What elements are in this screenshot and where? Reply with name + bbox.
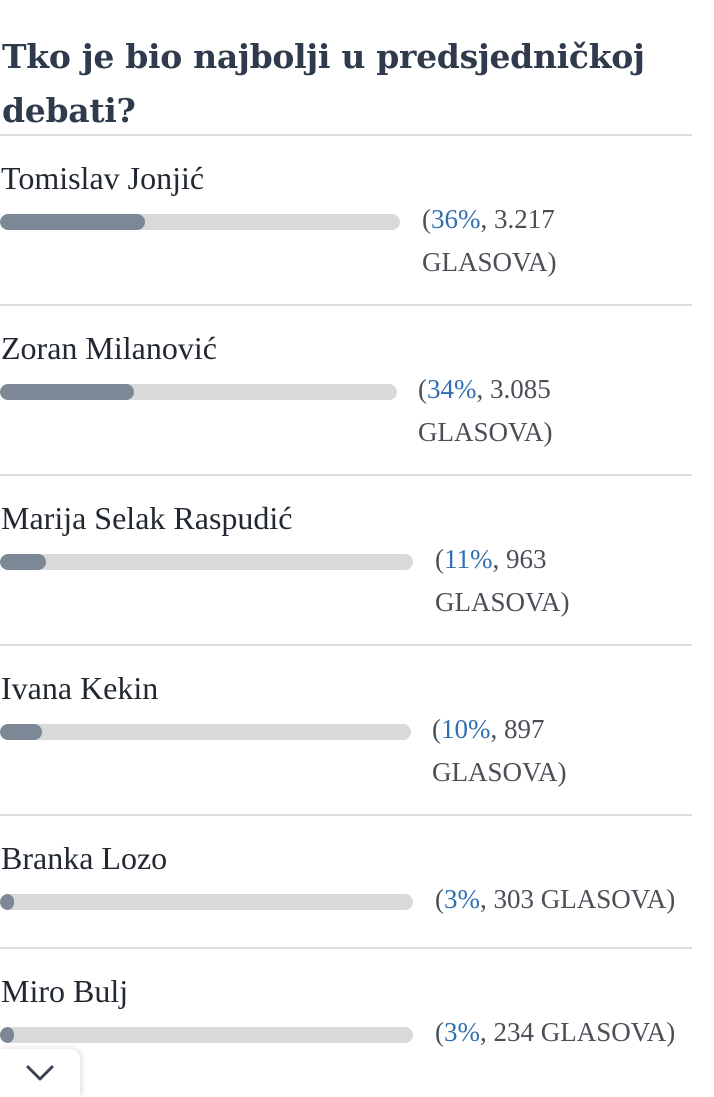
percent-label: 3% [444, 1017, 480, 1047]
option-name: Miro Bulj [1, 973, 129, 1009]
result-text: (3%, 234 GLASOVA) [435, 1011, 714, 1054]
option-name: Ivana Kekin [1, 670, 159, 706]
result-bar-track [0, 384, 397, 400]
result-bar-fill [0, 384, 134, 400]
option-name: Zoran Milanović [1, 330, 217, 366]
votes-unit: GLASOVA) [418, 417, 553, 447]
votes-count: , 897 [490, 714, 545, 744]
result-text: (10%, 897 GLASOVA) [432, 708, 602, 794]
votes-unit: GLASOVA) [422, 247, 557, 277]
option-name: Branka Lozo [1, 840, 168, 876]
poll-title: Tko je bio najbolji u predsjedničkoj deb… [2, 37, 645, 130]
open-paren: ( [435, 1017, 444, 1047]
poll-option-marija-selak-raspudic[interactable]: Marija Selak Raspudić (11%, 963 GLASOVA) [0, 474, 692, 644]
result-bar-fill [0, 554, 46, 570]
result-bar-fill [0, 214, 145, 230]
votes-count: , 303 GLASOVA) [480, 884, 676, 914]
open-paren: ( [435, 544, 444, 574]
open-paren: ( [432, 714, 441, 744]
votes-unit: GLASOVA) [435, 587, 570, 617]
chevron-down-icon [26, 1065, 54, 1081]
poll-widget: Tko je bio najbolji u predsjedničkoj deb… [0, 37, 692, 1080]
result-text: (3%, 303 GLASOVA) [435, 878, 714, 921]
result-text: (34%, 3.085 GLASOVA) [418, 368, 588, 454]
result-bar-track [0, 1027, 413, 1043]
poll-option-branka-lozo[interactable]: Branka Lozo (3%, 303 GLASOVA) [0, 814, 692, 947]
result-text: (36%, 3.217 GLASOVA) [422, 198, 592, 284]
result-bar-track [0, 724, 411, 740]
result-bar-track [0, 554, 413, 570]
votes-unit: GLASOVA) [432, 757, 567, 787]
result-text: (11%, 963 GLASOVA) [435, 538, 605, 624]
result-bar-track [0, 894, 413, 910]
option-name: Marija Selak Raspudić [1, 500, 293, 536]
poll-option-tomislav-jonjic[interactable]: Tomislav Jonjić (36%, 3.217 GLASOVA) [0, 134, 692, 304]
open-paren: ( [435, 884, 444, 914]
percent-label: 11% [444, 544, 493, 574]
open-paren: ( [418, 374, 427, 404]
percent-label: 36% [431, 204, 481, 234]
option-name: Tomislav Jonjić [1, 160, 205, 196]
votes-count: , 3.217 [480, 204, 555, 234]
votes-count: , 963 [492, 544, 547, 574]
votes-count: , 234 GLASOVA) [480, 1017, 676, 1047]
poll-option-miro-bulj[interactable]: Miro Bulj (3%, 234 GLASOVA) [0, 947, 692, 1080]
poll-option-ivana-kekin[interactable]: Ivana Kekin (10%, 897 GLASOVA) [0, 644, 692, 814]
result-bar-track [0, 214, 400, 230]
collapse-button[interactable] [0, 1049, 80, 1097]
result-bar-fill [0, 1027, 14, 1043]
percent-label: 34% [427, 374, 477, 404]
votes-count: , 3.085 [476, 374, 551, 404]
open-paren: ( [422, 204, 431, 234]
percent-label: 10% [441, 714, 491, 744]
percent-label: 3% [444, 884, 480, 914]
result-bar-fill [0, 724, 42, 740]
poll-option-zoran-milanovic[interactable]: Zoran Milanović (34%, 3.085 GLASOVA) [0, 304, 692, 474]
result-bar-fill [0, 894, 14, 910]
